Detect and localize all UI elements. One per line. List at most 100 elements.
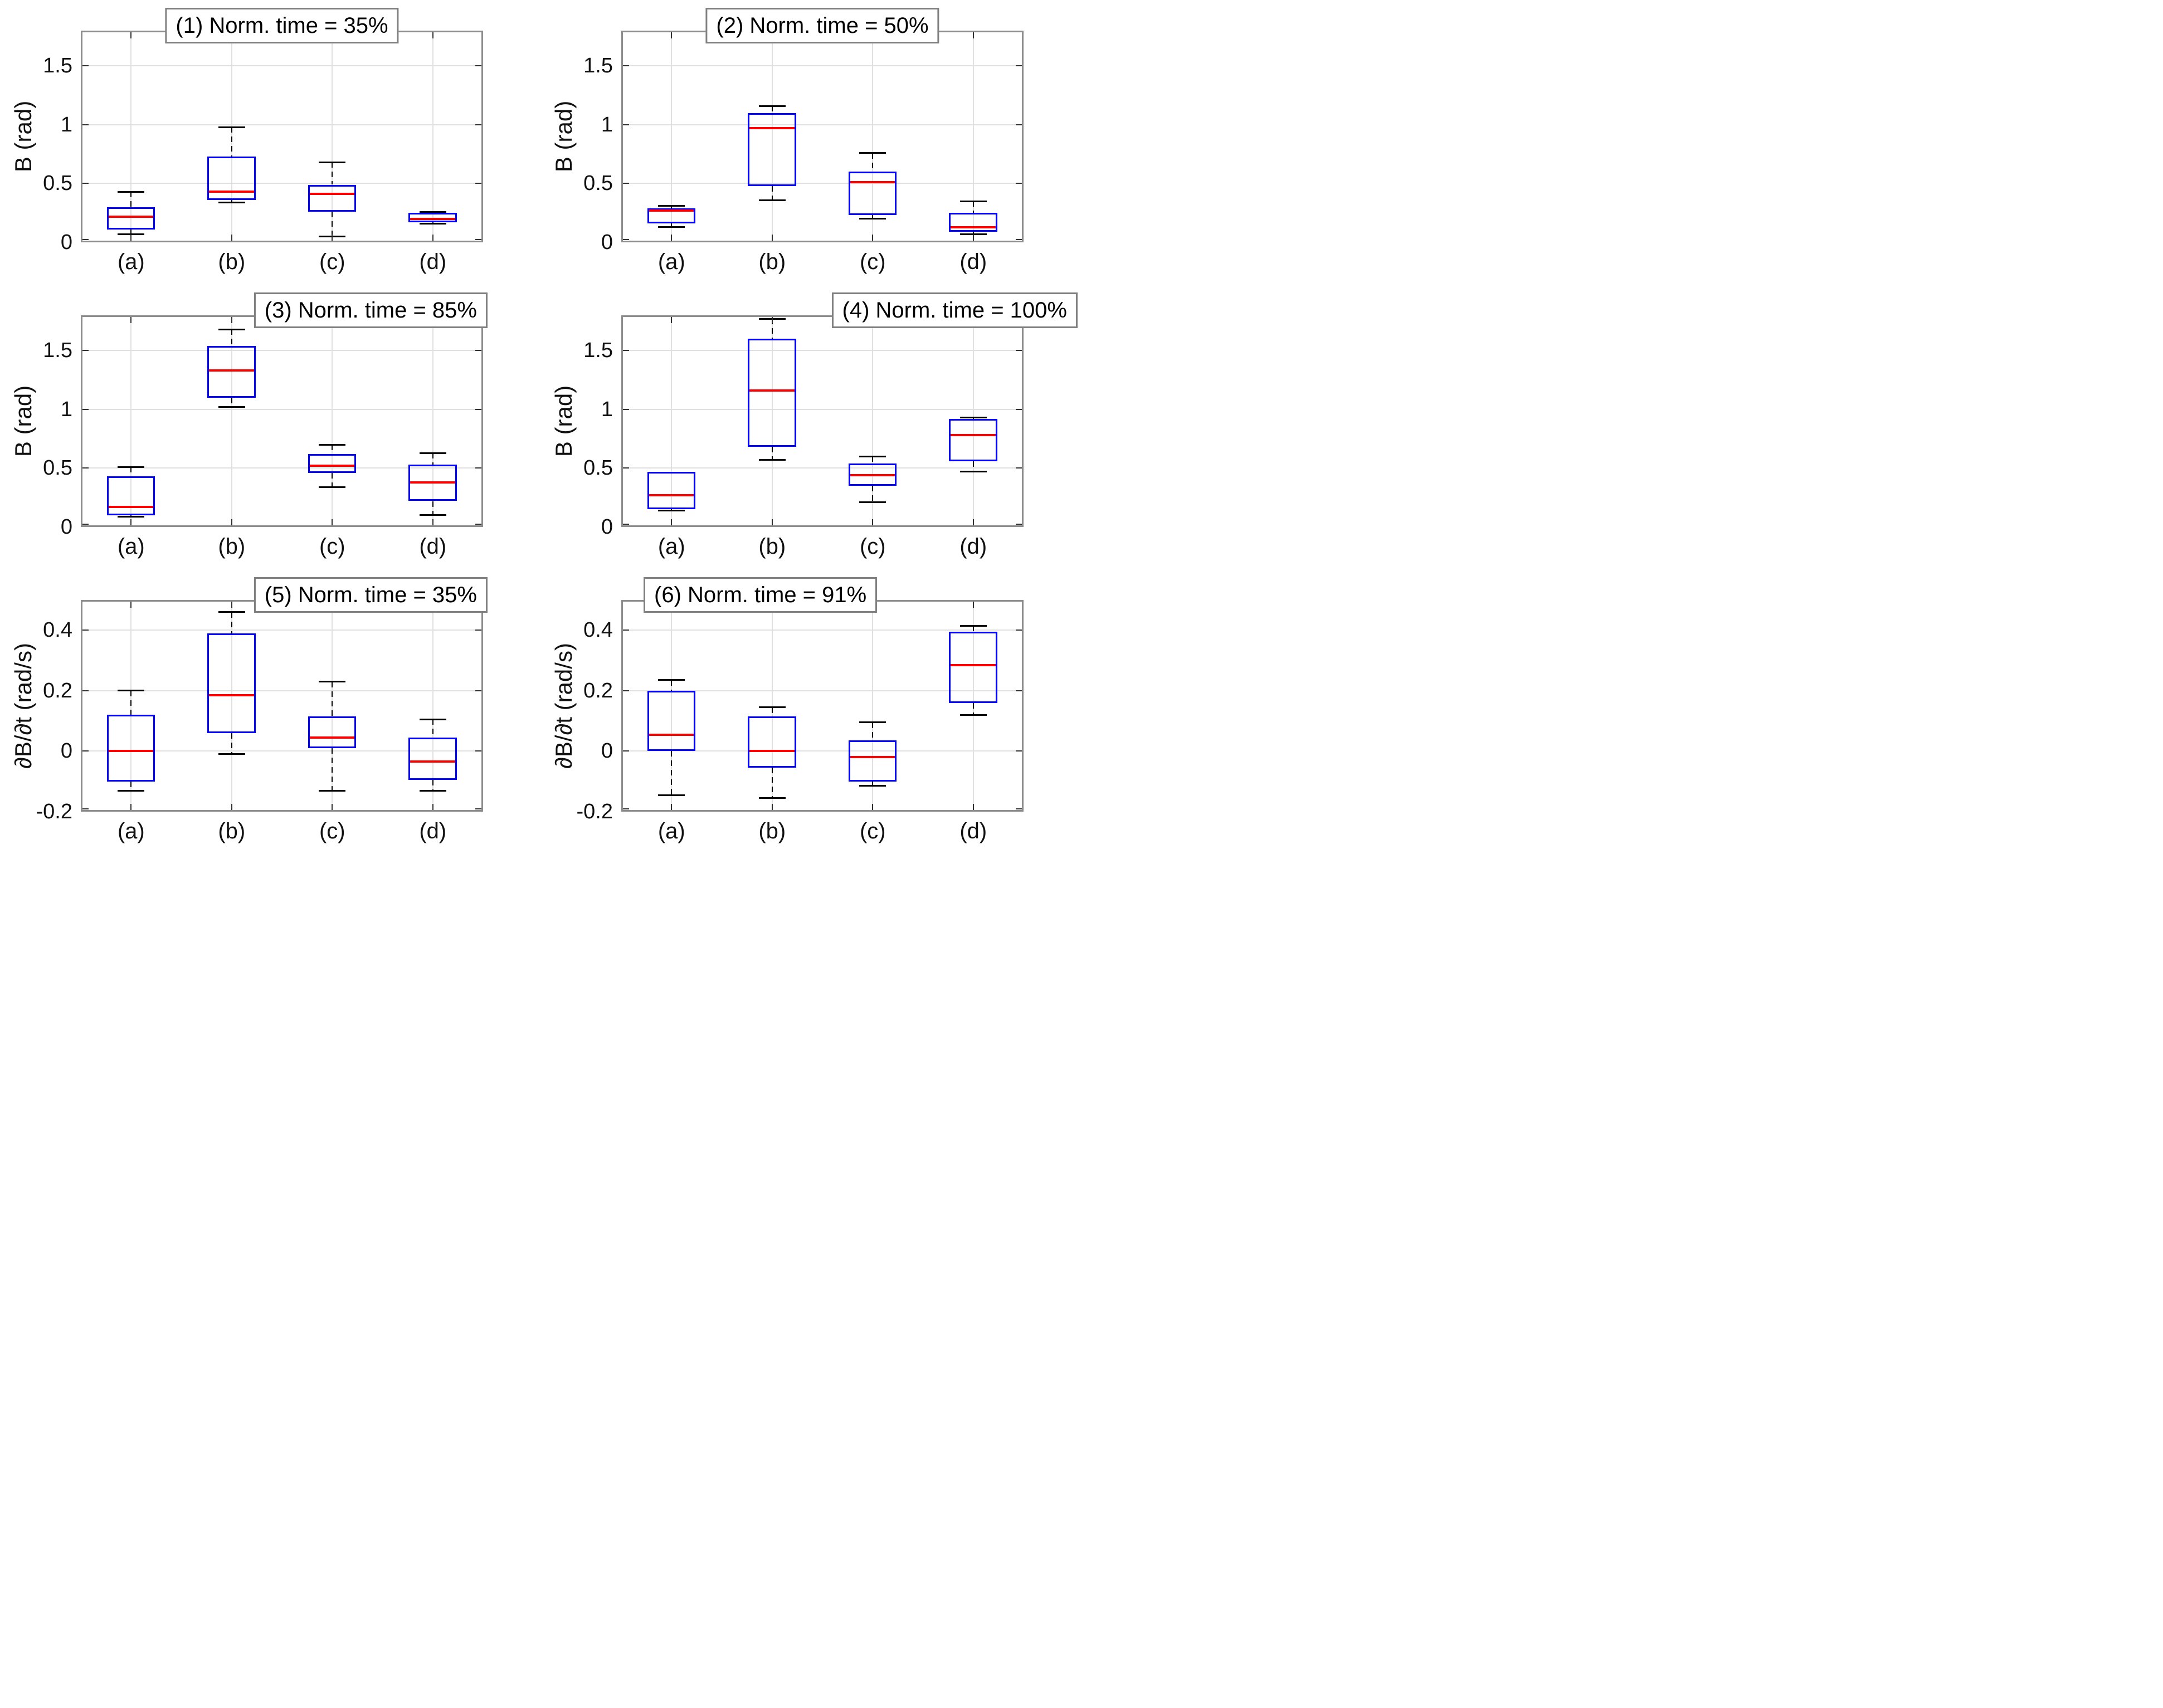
whisker-cap-lower (118, 233, 145, 235)
gridline-vertical (771, 31, 773, 242)
plot-area (81, 315, 483, 527)
y-tick-mark (82, 467, 89, 469)
median-line (951, 226, 996, 228)
whisker-upper (432, 453, 433, 465)
box-d (949, 418, 997, 461)
box-b (748, 339, 796, 447)
whisker-cap-lower (218, 406, 245, 408)
x-tick-mark (671, 804, 673, 810)
whisker-cap-lower (859, 218, 886, 220)
y-tick-mark (82, 524, 89, 525)
x-category-label: (c) (319, 534, 345, 559)
gridline-horizontal (81, 690, 483, 691)
whisker-cap-upper (319, 681, 346, 683)
y-tick-label: 0.5 (583, 172, 613, 196)
whisker-lower (972, 461, 974, 472)
whisker-cap-lower (319, 789, 346, 792)
gridline-vertical (671, 315, 673, 527)
y-tick-label: 0 (60, 739, 72, 763)
y-tick-label: 0.5 (43, 172, 72, 196)
box-c (308, 184, 357, 212)
y-tick-label: 0.2 (43, 679, 72, 702)
y-tick-label: 1.5 (43, 339, 72, 363)
y-tick-mark (1016, 408, 1022, 410)
median-line (749, 750, 795, 753)
whisker-cap-upper (658, 205, 685, 207)
x-tick-mark (332, 519, 333, 525)
x-tick-mark (771, 519, 773, 525)
whisker-lower (231, 200, 232, 203)
y-tick-mark (475, 408, 481, 410)
box-a (647, 208, 696, 224)
whisker-lower (671, 751, 673, 796)
x-category-label: (a) (657, 819, 685, 843)
median-line (850, 474, 895, 477)
gridline-horizontal (81, 65, 483, 67)
y-tick-mark (623, 524, 629, 525)
y-tick-mark (82, 124, 89, 125)
whisker-upper (231, 612, 232, 633)
subplot-1: B (rad) 0 0.5 1 1.5 (a) (b) (c) (d) (1) Norm. tim… (0, 0, 540, 285)
x-category-label: (d) (959, 819, 987, 843)
median-line (410, 217, 455, 220)
box-d (408, 465, 457, 501)
box-c (848, 172, 897, 216)
whisker-cap-upper (118, 191, 145, 193)
gridline-horizontal (621, 750, 1024, 752)
y-tick-mark (82, 350, 89, 352)
whisker-cap-lower (218, 201, 245, 203)
gridline-vertical (972, 315, 974, 527)
whisker-lower (432, 501, 433, 515)
plot-area (621, 315, 1024, 527)
whisker-upper (231, 127, 232, 157)
gridline-vertical (432, 31, 433, 242)
whisker-cap-upper (218, 328, 245, 330)
median-line (951, 663, 996, 666)
median-line (108, 506, 154, 509)
whisker-cap-lower (959, 471, 987, 473)
whisker-upper (130, 467, 132, 477)
gridline-horizontal (81, 750, 483, 752)
y-tick-mark (623, 629, 629, 631)
y-tick-mark (475, 524, 481, 525)
box-a (106, 715, 155, 782)
whisker-upper (972, 201, 974, 213)
whisker-cap-upper (118, 690, 145, 692)
whisker-cap-lower (758, 199, 786, 201)
whisker-lower (130, 781, 132, 790)
gridline-vertical (771, 600, 773, 812)
box-a (647, 690, 696, 751)
x-tick-mark (872, 235, 874, 241)
y-tick-label: 1 (60, 397, 72, 421)
y-tick-label: 0 (60, 231, 72, 254)
whisker-cap-lower (419, 789, 446, 792)
whisker-cap-lower (419, 222, 446, 225)
subplot-5: ∂B/∂t (rad/s) -0.2 0 0.2 0.4 (a) (b) (c) (d) (5) … (0, 569, 540, 854)
y-tick-label: 0 (601, 515, 613, 539)
median-line (309, 193, 355, 196)
y-tick-mark (623, 350, 629, 352)
gridline-horizontal (81, 350, 483, 352)
x-category-label: (c) (859, 534, 886, 559)
gridline-horizontal (81, 629, 483, 631)
whisker-cap-upper (959, 417, 987, 419)
subplot-title: (2) Norm. time = 50% (705, 8, 939, 43)
gridline-vertical (231, 315, 232, 527)
whisker-upper (231, 329, 232, 346)
y-tick-mark (623, 124, 629, 125)
median-line (309, 465, 355, 467)
box-b (748, 716, 796, 768)
gridline-horizontal (621, 690, 1024, 691)
whisker-upper (130, 690, 132, 715)
y-tick-mark (475, 350, 481, 352)
whisker-cap-lower (118, 789, 145, 792)
gridline-vertical (771, 315, 773, 527)
x-tick-mark (231, 602, 232, 608)
whisker-upper (432, 719, 433, 738)
y-tick-mark (623, 467, 629, 469)
y-tick-label: 1.5 (583, 54, 613, 78)
x-tick-mark (771, 235, 773, 241)
box-c (308, 454, 357, 473)
whisker-cap-lower (118, 515, 145, 518)
median-line (649, 494, 694, 496)
